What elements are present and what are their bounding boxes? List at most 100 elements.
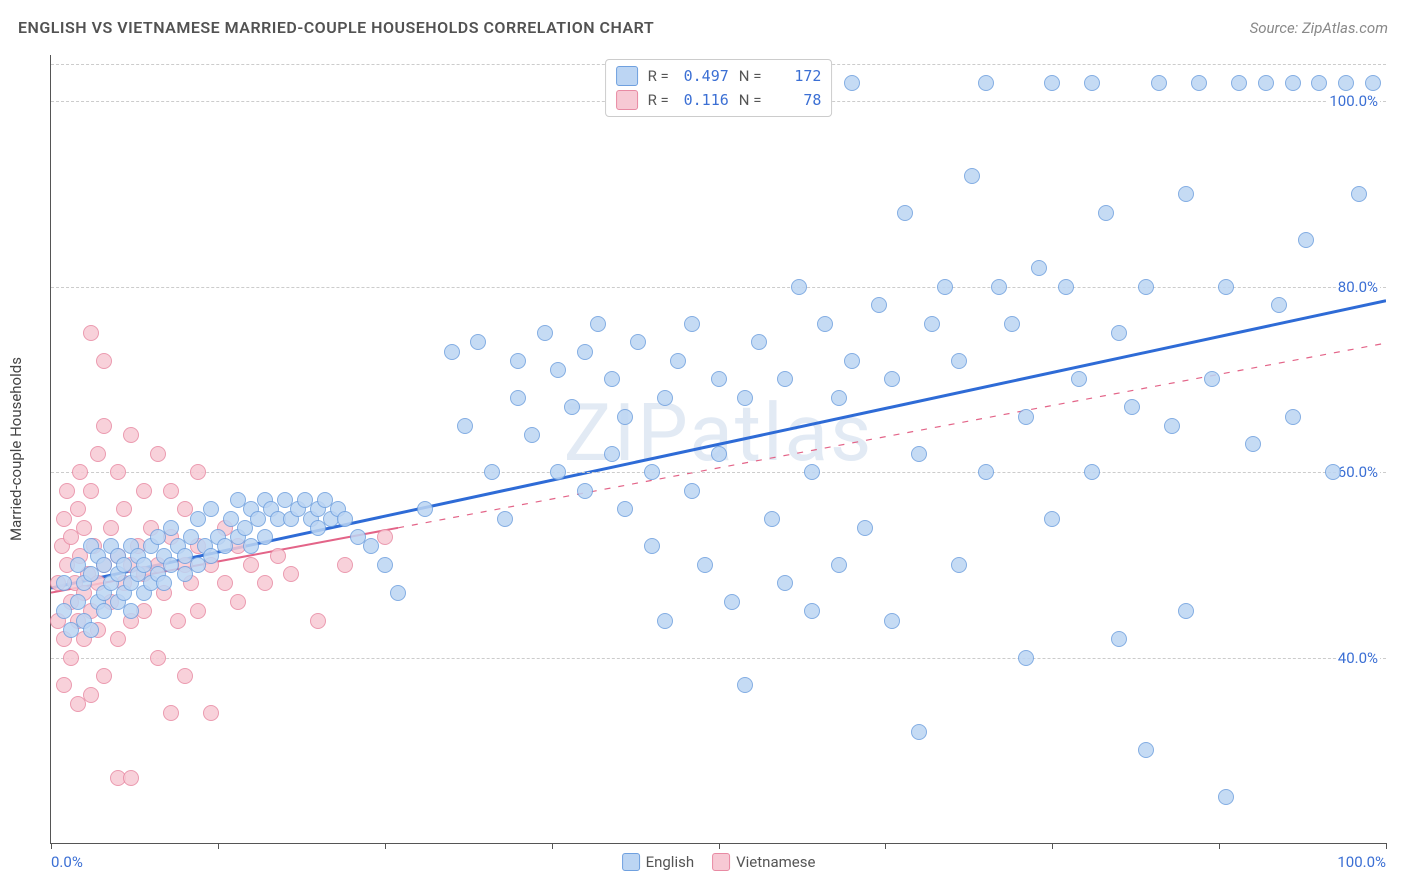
- english-r-value: 0.497: [679, 67, 729, 85]
- scatter-point: [63, 650, 79, 666]
- ytick-label: 80.0%: [1336, 278, 1380, 296]
- scatter-point: [1084, 75, 1100, 91]
- scatter-point: [577, 344, 593, 360]
- scatter-point: [190, 464, 206, 480]
- scatter-point: [1204, 371, 1220, 387]
- scatter-point: [1004, 316, 1020, 332]
- gridline: [51, 287, 1386, 288]
- scatter-point: [163, 483, 179, 499]
- scatter-point: [257, 575, 273, 591]
- scatter-point: [70, 501, 86, 517]
- scatter-point: [337, 511, 353, 527]
- scatter-point: [550, 362, 566, 378]
- scatter-point: [470, 334, 486, 350]
- legend-swatch-vietnamese-icon: [616, 90, 638, 110]
- scatter-point: [1298, 232, 1314, 248]
- scatter-point: [524, 427, 540, 443]
- scatter-point: [1018, 650, 1034, 666]
- scatter-point: [697, 557, 713, 573]
- scatter-point: [964, 168, 980, 184]
- legend-row-english: R = 0.497 N = 172: [616, 64, 822, 88]
- english-label: English: [646, 853, 695, 871]
- scatter-point: [817, 316, 833, 332]
- scatter-point: [670, 353, 686, 369]
- scatter-point: [737, 677, 753, 693]
- xtick: [1052, 843, 1053, 849]
- scatter-point: [363, 538, 379, 554]
- y-axis-label: Married-couple Households: [7, 357, 25, 541]
- scatter-point: [83, 483, 99, 499]
- scatter-point: [230, 594, 246, 610]
- scatter-point: [156, 575, 172, 591]
- scatter-point: [83, 325, 99, 341]
- scatter-point: [417, 501, 433, 517]
- xtick: [552, 843, 553, 849]
- xtick: [385, 843, 386, 849]
- legend-series: English Vietnamese: [622, 853, 816, 871]
- scatter-point: [617, 501, 633, 517]
- scatter-point: [1084, 464, 1100, 480]
- scatter-point: [136, 483, 152, 499]
- scatter-point: [1178, 603, 1194, 619]
- scatter-point: [1031, 260, 1047, 276]
- scatter-point: [764, 511, 780, 527]
- scatter-point: [831, 557, 847, 573]
- xtick: [1219, 843, 1220, 849]
- scatter-point: [59, 483, 75, 499]
- scatter-point: [150, 650, 166, 666]
- scatter-point: [804, 464, 820, 480]
- scatter-point: [270, 548, 286, 564]
- scatter-point: [217, 575, 233, 591]
- scatter-point: [163, 520, 179, 536]
- scatter-point: [163, 705, 179, 721]
- scatter-point: [150, 446, 166, 462]
- scatter-point: [96, 668, 112, 684]
- ytick-label: 100.0%: [1327, 92, 1380, 110]
- scatter-point: [1111, 325, 1127, 341]
- scatter-point: [751, 334, 767, 350]
- scatter-point: [630, 334, 646, 350]
- scatter-point: [991, 279, 1007, 295]
- xtick: [1386, 843, 1387, 849]
- ytick-label: 60.0%: [1336, 463, 1380, 481]
- scatter-point: [123, 603, 139, 619]
- scatter-point: [177, 668, 193, 684]
- scatter-point: [1071, 371, 1087, 387]
- scatter-point: [884, 371, 900, 387]
- scatter-point: [1124, 399, 1140, 415]
- scatter-point: [1271, 297, 1287, 313]
- scatter-point: [884, 613, 900, 629]
- scatter-point: [1138, 742, 1154, 758]
- scatter-point: [1191, 75, 1207, 91]
- scatter-point: [96, 418, 112, 434]
- scatter-point: [510, 353, 526, 369]
- scatter-point: [103, 520, 119, 536]
- scatter-point: [1285, 409, 1301, 425]
- scatter-point: [684, 316, 700, 332]
- scatter-point: [76, 520, 92, 536]
- scatter-point: [444, 344, 460, 360]
- vietnamese-n-value: 78: [771, 91, 821, 109]
- scatter-point: [871, 297, 887, 313]
- scatter-point: [777, 371, 793, 387]
- scatter-point: [1351, 186, 1367, 202]
- scatter-point: [857, 520, 873, 536]
- scatter-point: [1258, 75, 1274, 91]
- scatter-point: [844, 75, 860, 91]
- scatter-point: [1111, 631, 1127, 647]
- chart-title: ENGLISH VS VIETNAMESE MARRIED-COUPLE HOU…: [18, 18, 654, 37]
- scatter-point: [1245, 436, 1261, 452]
- scatter-point: [90, 446, 106, 462]
- scatter-point: [617, 409, 633, 425]
- legend-r-label: R =: [648, 67, 669, 85]
- scatter-point: [1285, 75, 1301, 91]
- scatter-point: [711, 446, 727, 462]
- source-label: Source: ZipAtlas.com: [1250, 19, 1388, 37]
- xtick: [885, 843, 886, 849]
- scatter-point: [497, 511, 513, 527]
- scatter-point: [537, 325, 553, 341]
- legend-n-label: N =: [739, 67, 762, 85]
- scatter-point: [951, 353, 967, 369]
- legend-correlation: R = 0.497 N = 172 R = 0.116 N = 78: [605, 59, 833, 117]
- scatter-point: [190, 603, 206, 619]
